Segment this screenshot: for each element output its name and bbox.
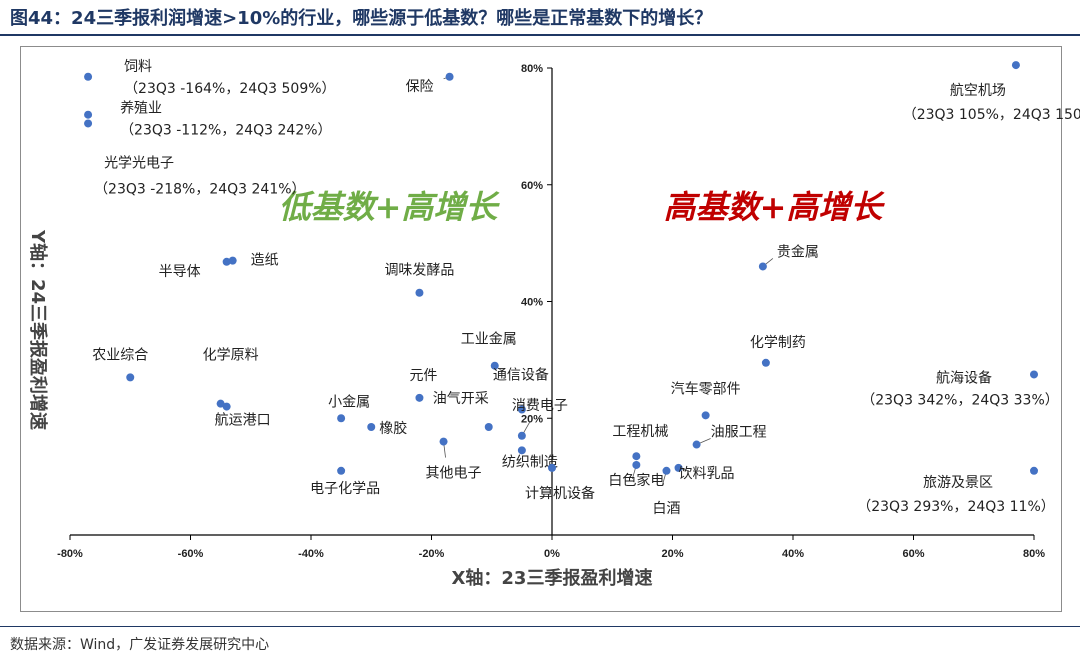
point-label: 化学制药: [750, 335, 806, 351]
data-point: [1030, 466, 1038, 475]
quadrant-label-low-base: 低基数+高增长: [279, 188, 501, 226]
data-point: [517, 446, 526, 455]
point-label: 汽车零部件: [671, 380, 741, 397]
point-label: 工程机械: [612, 424, 668, 440]
data-point: [517, 405, 526, 414]
x-tick-label: -80%: [57, 548, 83, 560]
point-note: （23Q3 -112%，24Q3 242%）: [120, 123, 331, 139]
point-label: 半导体: [159, 264, 201, 280]
data-point: [415, 393, 424, 402]
point-label: 电子化学品: [310, 481, 380, 497]
point-note: （23Q3 105%，24Q3 150%）: [903, 107, 1080, 123]
title-rule: [0, 34, 1080, 36]
point-label: 纺织制造: [502, 454, 558, 470]
point-label: 计算机设备: [525, 485, 595, 502]
y-tick-label: 60%: [521, 180, 543, 192]
point-note: （23Q3 -218%，24Q3 241%）: [94, 181, 305, 197]
data-point: [1030, 370, 1038, 379]
point-label: 造纸: [251, 253, 279, 269]
point-label: 橡胶: [379, 420, 407, 437]
point-label: 饮料乳品: [679, 466, 735, 482]
point-label: 航海设备: [936, 369, 992, 386]
data-point: [228, 256, 237, 265]
point-label: 航运港口: [215, 413, 271, 429]
data-point: [84, 119, 93, 128]
point-label: 油气开采: [433, 391, 489, 407]
data-point: [216, 399, 225, 408]
data-point: [548, 463, 556, 472]
data-point: [445, 72, 454, 81]
point-label: 旅游及景区: [923, 475, 993, 491]
data-point: [632, 460, 641, 469]
point-label: 白色家电: [608, 472, 664, 489]
point-label: 工业金属: [461, 332, 517, 348]
data-point: [1011, 61, 1020, 70]
data-point: [484, 423, 493, 432]
x-tick-label: 0%: [544, 548, 560, 560]
data-point: [439, 437, 448, 446]
data-point: [84, 72, 93, 81]
data-point: [692, 440, 701, 449]
y-tick-label: 20%: [521, 413, 543, 425]
x-tick-label: 60%: [902, 548, 924, 560]
point-note: （23Q3 293%，24Q3 11%）: [857, 499, 1055, 515]
x-tick-label: -60%: [178, 548, 204, 560]
quadrant-label-high-base: 高基数+高增长: [664, 188, 886, 226]
y-tick-label: 40%: [521, 297, 543, 309]
source-rule: [0, 626, 1080, 627]
data-point: [222, 402, 231, 411]
data-point: [415, 288, 424, 297]
data-point: [367, 423, 376, 432]
data-point: [758, 262, 767, 271]
point-label: 小金属: [328, 394, 370, 410]
point-label: 调味发酵品: [384, 263, 454, 279]
point-label: 油服工程: [711, 425, 767, 441]
point-note: （23Q3 342%，24Q3 33%）: [861, 392, 1059, 408]
x-tick-label: 40%: [782, 548, 804, 560]
figure-title: 图44：24三季报利润增速>10%的行业，哪些源于低基数？哪些是正常基数下的增长…: [10, 8, 713, 29]
data-source: 数据来源：Wind，广发证券发展研究中心: [10, 637, 270, 653]
point-note: （23Q3 -164%，24Q3 509%）: [124, 81, 335, 97]
y-axis-title: Y轴：24三季报盈利增速: [27, 229, 49, 430]
point-label: 农业综合: [92, 347, 148, 363]
data-point: [84, 110, 93, 119]
point-label: 白酒: [652, 501, 680, 517]
y-tick-label: 80%: [521, 63, 543, 75]
x-tick-label: -40%: [298, 548, 324, 560]
point-label: 消费电子: [512, 398, 568, 414]
data-point: [337, 414, 346, 423]
point-label: 通信设备: [493, 366, 549, 383]
data-point: [517, 431, 526, 440]
x-axis-title: X轴：23三季报盈利增速: [452, 567, 653, 589]
x-tick-label: 20%: [661, 548, 683, 560]
point-label: 其他电子: [426, 466, 482, 482]
data-point: [701, 411, 710, 420]
data-point: [632, 452, 641, 461]
data-point: [662, 466, 671, 475]
point-label: 航空机场: [950, 83, 1006, 99]
data-point: [222, 257, 231, 266]
point-label: 元件: [409, 368, 437, 384]
data-point: [674, 463, 683, 472]
point-label: 化学原料: [203, 348, 259, 364]
x-tick-label: 80%: [1023, 548, 1045, 560]
point-label: 贵金属: [777, 244, 819, 260]
data-point: [126, 373, 135, 382]
x-tick-label: -20%: [419, 548, 445, 560]
data-point: [337, 466, 346, 475]
point-label: 保险: [406, 79, 434, 95]
point-label: 饲料: [124, 59, 152, 75]
data-point: [490, 361, 499, 370]
data-point: [761, 358, 770, 367]
point-label: 养殖业: [120, 100, 162, 117]
point-label: 光学光电子: [104, 155, 174, 171]
chart-frame: [20, 46, 1062, 612]
